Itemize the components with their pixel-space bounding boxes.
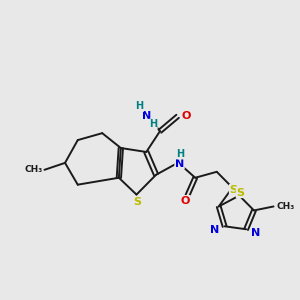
Text: O: O <box>181 196 190 206</box>
Text: H: H <box>135 101 143 111</box>
Text: N: N <box>211 225 220 235</box>
Text: N: N <box>251 228 260 238</box>
Text: N: N <box>142 111 151 121</box>
Text: H: H <box>176 149 184 159</box>
Text: S: S <box>134 196 142 206</box>
Text: S: S <box>230 184 237 195</box>
Text: CH₃: CH₃ <box>277 202 295 211</box>
Text: N: N <box>175 159 184 169</box>
Text: CH₃: CH₃ <box>24 165 43 174</box>
Text: H: H <box>149 119 157 129</box>
Text: S: S <box>236 188 244 198</box>
Text: O: O <box>182 111 191 121</box>
